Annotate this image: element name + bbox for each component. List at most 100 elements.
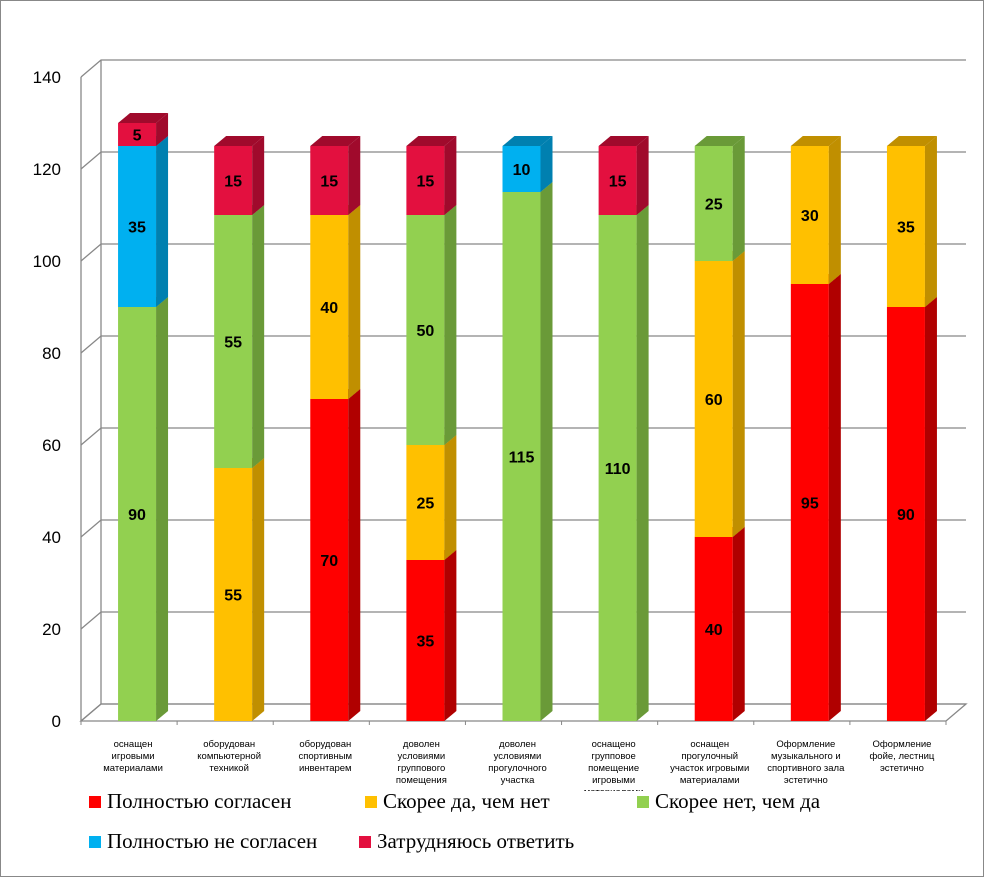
bar-segment: 40 [310,205,361,399]
bar-segment: 90 [118,297,169,721]
bar-side [156,136,169,307]
data-label: 115 [509,450,535,467]
bar-top [502,136,553,146]
data-label: 60 [705,392,723,409]
data-label: 55 [224,335,242,352]
data-label: 15 [416,174,434,191]
bar-segment: 15 [214,136,265,215]
bar-segment: 35 [406,550,457,721]
bar-segment: 115 [502,182,553,721]
bar-segment: 25 [694,136,745,261]
x-category-label: оснащеногрупповоепомещениеигровымиматери… [584,739,644,791]
bar-front [406,445,445,560]
bar-segment: 10 [502,136,553,192]
data-label: 15 [224,174,242,191]
bar-front [406,215,445,445]
x-category-label-line: Оформление [872,739,931,750]
bar-segment: 30 [790,136,841,284]
legend-item: Полностью не согласен [89,829,317,854]
x-category-label: Оформление фойе, лестниц эстетично [869,739,934,774]
bar-top [406,136,457,146]
bar-segment: 110 [598,205,649,721]
x-category-label: доволен условиями прогулочного участка [488,739,546,786]
x-category-label-line: спортивного зала [767,763,845,774]
bar-front [886,146,925,307]
bar-side [828,274,841,721]
bar-front [118,307,157,721]
bar-side [252,136,265,215]
bar-side [828,136,841,284]
data-label: 35 [128,220,146,237]
x-category-label-line: помещения [396,775,447,786]
legend-label: Полностью не согласен [107,829,318,853]
bar-segment: 70 [310,389,361,721]
data-label: 50 [416,323,434,340]
data-label: 40 [320,300,338,317]
y-tick-label: 20 [42,620,61,639]
data-label: 90 [128,507,146,524]
x-category-label: доволен условиями группового помещения [396,739,447,786]
bar-front [694,261,733,537]
bar-top [790,136,841,146]
x-category-label-line: доволен [499,739,536,750]
bar-front [598,215,637,721]
y-tick-label: 80 [42,344,61,363]
x-category-label-line: оснащен [690,739,729,750]
x-category-label-line: инвентарем [299,763,352,774]
bar-segment: 95 [790,274,841,721]
legend-swatch [89,835,101,848]
x-category-label-line: доволен [403,739,440,750]
bar-side [444,435,457,560]
bar-side [732,527,745,721]
legend-label: Скорее нет, чем да [655,789,821,813]
bar-side [732,251,745,537]
y-tick-label: 0 [52,712,61,731]
bar-segment: 35 [886,136,937,307]
x-category-label-line: компьютерной [197,751,261,762]
data-label: 15 [320,174,338,191]
bar-segment: 90 [886,297,937,721]
x-category-label-line: материалами [680,775,740,786]
bar-side [540,136,553,192]
data-label: 15 [609,174,627,191]
data-label: 25 [705,197,723,214]
bar-side [636,136,649,215]
bar-front [118,123,157,146]
data-label: 55 [224,588,242,605]
legend-label: Затрудняюсь ответить [377,829,575,853]
data-label: 40 [705,622,723,639]
x-category-label: оснащен игровыми материалами [103,739,163,774]
data-label: 30 [801,208,819,225]
x-category-label-line: игровыми [592,775,635,786]
bar-segment: 35 [118,136,169,307]
bar-front [214,215,253,468]
bar-side [156,297,169,721]
y-tick-label: 100 [33,252,61,271]
bar-front [310,146,349,215]
bar-top [118,113,169,123]
data-label: 35 [897,220,915,237]
x-category-label: оборудован компьютерной техникой [197,739,261,774]
bar-side [732,136,745,261]
x-category-label-line: помещение [588,763,639,774]
x-category-label-line: материалами [584,787,644,791]
x-category-label-line: участка [501,775,535,786]
bar-side [252,205,265,468]
legend-item: Полностью согласен [89,789,291,814]
legend-swatch [359,835,371,848]
bar-front [790,284,829,721]
data-label: 35 [416,634,434,651]
bar-top [694,136,745,146]
bar-top [214,136,265,146]
x-category-label-line: игровыми [112,751,155,762]
bar-side [636,205,649,721]
data-label: 110 [605,461,631,478]
legend-swatch [89,795,101,808]
bar-front [886,307,925,721]
y-tick-label: 60 [42,436,61,455]
data-label: 5 [133,128,142,145]
x-category-label: Оформление музыкального и спортивного зала… [767,739,845,786]
x-category-label-line: спортивным [298,751,352,762]
bar-side [156,113,169,146]
bar-segment: 15 [310,136,361,215]
